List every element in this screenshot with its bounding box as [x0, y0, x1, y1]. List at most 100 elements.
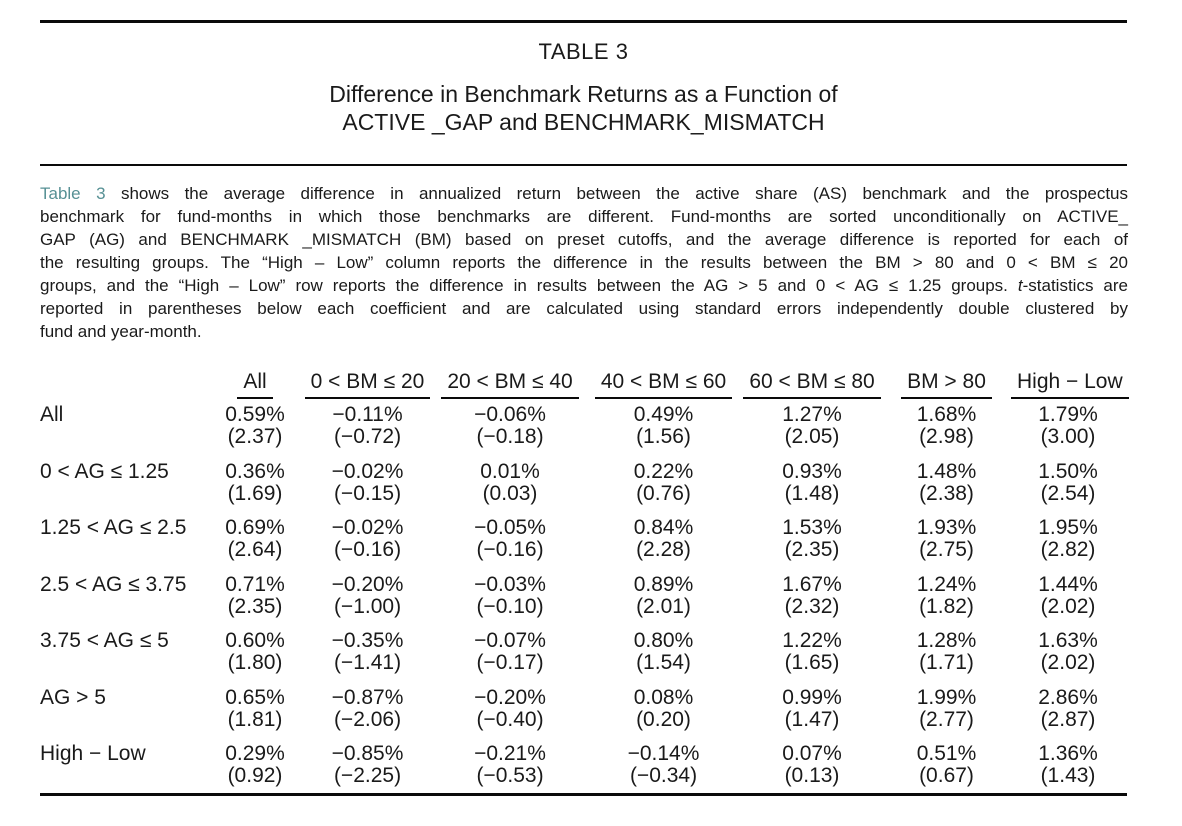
cell-value: 0.99% [782, 685, 842, 709]
cell-value: 0.01% [480, 459, 540, 483]
cell-tstat: (1.43) [1040, 764, 1096, 787]
table-row-tstats: (2.35) (−1.00) (−0.10) (2.01) (2.32) (1.82) (2… [40, 594, 1125, 618]
caption-text-segment: fund and year-month. [40, 322, 202, 341]
table-title: Difference in Benchmark Returns as a Fun… [40, 80, 1127, 136]
table-caption: Table 3 shows the average difference in … [40, 182, 1128, 343]
cell-tstat: (2.64) [227, 538, 283, 561]
column-header-0: All [210, 371, 300, 399]
cell-tstat: (2.32) [784, 594, 840, 618]
cell-tstat: (0.67) [919, 764, 974, 787]
cell-tstat: (−0.72) [333, 425, 402, 448]
cell-tstat: (3.00) [1040, 425, 1096, 448]
cell-tstat: (0.20) [636, 707, 691, 731]
cell-value: 1.79% [1038, 403, 1098, 426]
cell-tstat: (−0.16) [476, 538, 544, 561]
cell-value: 1.93% [916, 516, 977, 539]
table-row-group-3: 2.5 < AG ≤ 3.75 0.71% −0.20% −0.03% 0.89% 1.6… [40, 572, 1125, 618]
row-label-spacer [40, 652, 210, 674]
cell-value: −0.02% [331, 516, 404, 539]
column-header-6: High − Low [1011, 371, 1129, 399]
table-title-line-1: Difference in Benchmark Returns as a Fun… [329, 81, 838, 107]
table-row-tstats: (1.81) (−2.06) (−0.40) (0.20) (1.47) (2.77) (2… [40, 707, 1125, 731]
cell-value: 0.69% [225, 516, 285, 539]
cell-tstat: (2.87) [1040, 707, 1096, 731]
cell-value: 0.59% [225, 403, 285, 426]
cell-tstat: (−2.25) [333, 764, 402, 787]
caption-line: Table 3 shows the average difference in … [40, 182, 1128, 205]
cell-tstat: (2.82) [1040, 538, 1096, 561]
table-row-group-6: High − Low 0.29% −0.85% −0.21% −0.14% 0.07% 0.… [40, 743, 1125, 787]
row-label: High − Low [40, 742, 146, 765]
cell-value: 0.51% [916, 742, 977, 765]
table-row-values: All 0.59% −0.11% −0.06% 0.49% 1.27% 1.68% 1.79% [40, 404, 1125, 426]
cell-value: 0.80% [633, 629, 694, 652]
table-row-tstats: (1.80) (−1.41) (−0.17) (1.54) (1.65) (1.71) (2… [40, 652, 1125, 674]
header-corner-cell [40, 371, 210, 399]
cell-value: −0.06% [474, 403, 546, 426]
cell-value: 1.28% [916, 629, 977, 652]
table-row-group-1: 0 < AG ≤ 1.25 0.36% −0.02% 0.01% 0.22% 0.93% 1… [40, 459, 1125, 505]
row-label-spacer [40, 709, 210, 731]
cell-tstat: (−0.16) [333, 538, 402, 561]
cell-tstat: (1.71) [919, 651, 974, 674]
cell-tstat: (0.92) [227, 764, 283, 787]
caption-text-segment: benchmark for fund-months in which those… [40, 207, 1128, 226]
cell-tstat: (−0.40) [476, 707, 544, 731]
table-3-reference-link[interactable]: Table 3 [40, 184, 106, 203]
column-header-label: BM > 80 [901, 371, 992, 399]
cell-tstat: (2.05) [784, 425, 840, 448]
column-header-3: 40 < BM ≤ 60 [585, 371, 742, 399]
cell-value: 1.95% [1038, 516, 1098, 539]
table-row-group-2: 1.25 < AG ≤ 2.5 0.69% −0.02% −0.05% 0.84% 1.5… [40, 517, 1125, 561]
row-label-spacer [40, 765, 210, 787]
cell-tstat: (2.38) [919, 481, 974, 505]
cell-tstat: (2.02) [1040, 651, 1096, 674]
column-header-label: 20 < BM ≤ 40 [441, 371, 579, 399]
column-header-label: High − Low [1011, 371, 1129, 399]
cell-tstat: (2.54) [1040, 481, 1096, 505]
cell-value: 0.89% [633, 572, 694, 596]
table-header-row: All 0 < BM ≤ 20 20 < BM ≤ 40 40 < BM ≤ 60 60… [40, 371, 1129, 399]
table-row-values: 0 < AG ≤ 1.25 0.36% −0.02% 0.01% 0.22% 0.93% 1… [40, 459, 1125, 483]
cell-value: −0.87% [331, 685, 404, 709]
caption-text-segment: reported in parentheses below each coeff… [40, 299, 1128, 318]
cell-value: 1.22% [782, 629, 842, 652]
cell-value: 1.44% [1038, 572, 1098, 596]
cell-value: 1.50% [1038, 459, 1098, 483]
column-header-5: BM > 80 [882, 371, 1011, 399]
caption-line: reported in parentheses below each coeff… [40, 297, 1128, 320]
table-row-tstats: (2.64) (−0.16) (−0.16) (2.28) (2.35) (2.75) (2… [40, 539, 1125, 561]
cell-tstat: (1.56) [636, 425, 691, 448]
row-label: 0 < AG ≤ 1.25 [40, 459, 169, 483]
cell-value: 0.08% [633, 685, 694, 709]
table-body: All 0.59% −0.11% −0.06% 0.49% 1.27% 1.68% 1.79%… [40, 404, 1125, 800]
cell-value: −0.20% [331, 572, 404, 596]
cell-value: 1.68% [916, 403, 977, 426]
caption-line: benchmark for fund-months in which those… [40, 205, 1128, 228]
cell-tstat: (1.69) [227, 481, 283, 505]
cell-tstat: (−0.17) [476, 651, 544, 674]
row-label: 2.5 < AG ≤ 3.75 [40, 572, 187, 596]
table-title-line-2: ACTIVE _GAP and BENCHMARK_MISMATCH [342, 109, 825, 135]
cell-tstat: (2.01) [636, 594, 691, 618]
column-header-label: 0 < BM ≤ 20 [304, 371, 431, 399]
cell-tstat: (0.76) [636, 481, 691, 505]
row-label: All [40, 403, 64, 426]
cell-value: 0.29% [225, 742, 285, 765]
cell-tstat: (−1.00) [333, 594, 402, 618]
cell-tstat: (−0.34) [629, 764, 698, 787]
caption-text-segment: t [1017, 276, 1023, 295]
table-row-group-0: All 0.59% −0.11% −0.06% 0.49% 1.27% 1.68% 1.79%… [40, 404, 1125, 448]
cell-value: 1.63% [1038, 629, 1098, 652]
row-label: 1.25 < AG ≤ 2.5 [40, 516, 187, 539]
table-row-group-4: 3.75 < AG ≤ 5 0.60% −0.35% −0.07% 0.80% 1.22%… [40, 630, 1125, 674]
cell-tstat: (1.82) [919, 594, 974, 618]
header-grid-row: All 0 < BM ≤ 20 20 < BM ≤ 40 40 < BM ≤ 60 60… [40, 371, 1129, 399]
caption-text-segment: -statistics are [1022, 276, 1129, 295]
row-label-spacer [40, 539, 210, 561]
cell-value: −0.03% [474, 572, 546, 596]
cell-value: 1.27% [782, 403, 842, 426]
caption-text-segment: shows the average difference in annualiz… [105, 184, 1128, 203]
table-row-tstats: (0.92) (−2.25) (−0.53) (−0.34) (0.13) (0.67) (… [40, 765, 1125, 787]
cell-value: −0.35% [331, 629, 404, 652]
